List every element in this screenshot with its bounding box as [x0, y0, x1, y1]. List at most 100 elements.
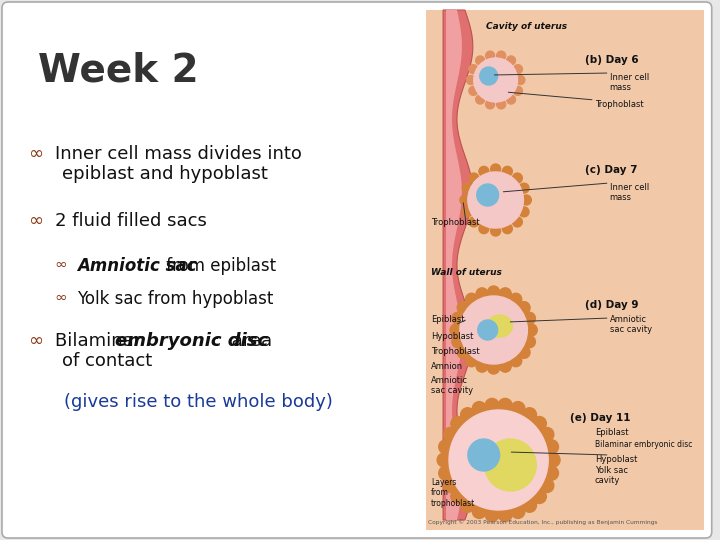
Circle shape	[497, 100, 505, 109]
Circle shape	[478, 320, 498, 340]
Text: epiblast and hypoblast: epiblast and hypoblast	[63, 165, 269, 183]
Circle shape	[451, 489, 464, 503]
Circle shape	[486, 51, 495, 60]
Ellipse shape	[487, 315, 513, 337]
Text: (c) Day 7: (c) Day 7	[585, 165, 637, 175]
Circle shape	[460, 296, 527, 364]
Circle shape	[503, 166, 513, 177]
Circle shape	[485, 439, 536, 491]
Circle shape	[469, 173, 479, 183]
FancyBboxPatch shape	[2, 2, 711, 538]
Circle shape	[477, 184, 498, 206]
Text: (d) Day 9: (d) Day 9	[585, 300, 639, 310]
Text: Hypoblast: Hypoblast	[431, 332, 474, 341]
Text: Inner cell
mass: Inner cell mass	[610, 73, 649, 92]
Text: Yolk sac
cavity: Yolk sac cavity	[595, 466, 628, 485]
Circle shape	[518, 346, 530, 359]
Circle shape	[497, 51, 505, 60]
Circle shape	[498, 508, 512, 522]
Circle shape	[476, 288, 488, 300]
Circle shape	[487, 362, 500, 374]
Circle shape	[469, 65, 478, 73]
Circle shape	[533, 489, 546, 503]
Circle shape	[518, 302, 530, 314]
Circle shape	[461, 498, 474, 512]
Circle shape	[462, 183, 472, 193]
Text: Bilaminar embryonic disc: Bilaminar embryonic disc	[595, 440, 692, 449]
Circle shape	[450, 324, 462, 336]
Circle shape	[526, 324, 537, 336]
Text: :  area: : area	[214, 332, 272, 350]
Circle shape	[540, 478, 554, 492]
Text: from epiblast: from epiblast	[161, 257, 276, 275]
Circle shape	[460, 195, 470, 205]
Circle shape	[519, 183, 529, 193]
Text: Trophoblast: Trophoblast	[595, 100, 644, 109]
Text: Inner cell mass divides into: Inner cell mass divides into	[55, 145, 302, 163]
Text: of contact: of contact	[63, 352, 153, 370]
Circle shape	[474, 58, 518, 102]
Circle shape	[490, 164, 500, 174]
Circle shape	[468, 172, 523, 228]
Circle shape	[540, 428, 554, 441]
Circle shape	[444, 428, 457, 441]
Circle shape	[519, 207, 529, 217]
Text: Copyright © 2003 Pearson Education, Inc., publishing as Benjamin Cummings: Copyright © 2003 Pearson Education, Inc.…	[428, 519, 658, 525]
Circle shape	[472, 402, 486, 416]
Circle shape	[523, 336, 536, 348]
Circle shape	[513, 217, 522, 227]
Circle shape	[468, 439, 500, 471]
Circle shape	[452, 336, 464, 348]
Text: Epiblast: Epiblast	[595, 428, 629, 437]
Circle shape	[516, 76, 525, 84]
Circle shape	[546, 453, 560, 467]
Circle shape	[452, 312, 464, 324]
Circle shape	[480, 67, 498, 85]
Text: Cavity of uterus: Cavity of uterus	[486, 22, 567, 31]
Circle shape	[511, 402, 525, 416]
Circle shape	[510, 293, 522, 305]
Text: ∞: ∞	[28, 145, 42, 163]
Text: Inner cell
mass: Inner cell mass	[610, 183, 649, 202]
Circle shape	[449, 410, 548, 510]
Circle shape	[523, 312, 536, 324]
Circle shape	[507, 95, 516, 104]
Circle shape	[533, 416, 546, 430]
Circle shape	[500, 360, 511, 372]
Circle shape	[476, 56, 485, 65]
Text: Epiblast: Epiblast	[431, 315, 464, 324]
Circle shape	[472, 504, 486, 518]
Text: ∞: ∞	[28, 332, 42, 350]
Text: Amniotic
sac cavity: Amniotic sac cavity	[431, 376, 473, 395]
Text: Hypoblast: Hypoblast	[595, 455, 637, 464]
Text: Week 2: Week 2	[37, 52, 198, 90]
Text: Yolk sac from hypoblast: Yolk sac from hypoblast	[77, 290, 274, 308]
Circle shape	[500, 288, 511, 300]
Text: ∞: ∞	[28, 212, 42, 230]
Circle shape	[476, 360, 488, 372]
Circle shape	[457, 302, 469, 314]
Circle shape	[513, 86, 523, 96]
Circle shape	[523, 498, 536, 512]
Text: (e) Day 11: (e) Day 11	[570, 413, 631, 423]
Circle shape	[513, 65, 523, 73]
Circle shape	[476, 95, 485, 104]
Circle shape	[513, 173, 522, 183]
Circle shape	[466, 293, 477, 305]
Circle shape	[523, 408, 536, 422]
Text: Trophoblast: Trophoblast	[431, 218, 480, 227]
Text: Amniotic sac: Amniotic sac	[77, 257, 197, 275]
Circle shape	[503, 224, 513, 234]
Circle shape	[544, 466, 559, 480]
Text: (gives rise to the whole body): (gives rise to the whole body)	[64, 393, 333, 411]
Text: 2 fluid filled sacs: 2 fluid filled sacs	[55, 212, 207, 230]
Circle shape	[510, 355, 522, 367]
Circle shape	[467, 76, 475, 84]
Circle shape	[521, 195, 531, 205]
Circle shape	[469, 86, 478, 96]
Text: Trophoblast: Trophoblast	[431, 347, 480, 356]
Circle shape	[437, 453, 451, 467]
Circle shape	[462, 207, 472, 217]
Circle shape	[487, 286, 500, 298]
Text: Bilaminar: Bilaminar	[55, 332, 146, 350]
